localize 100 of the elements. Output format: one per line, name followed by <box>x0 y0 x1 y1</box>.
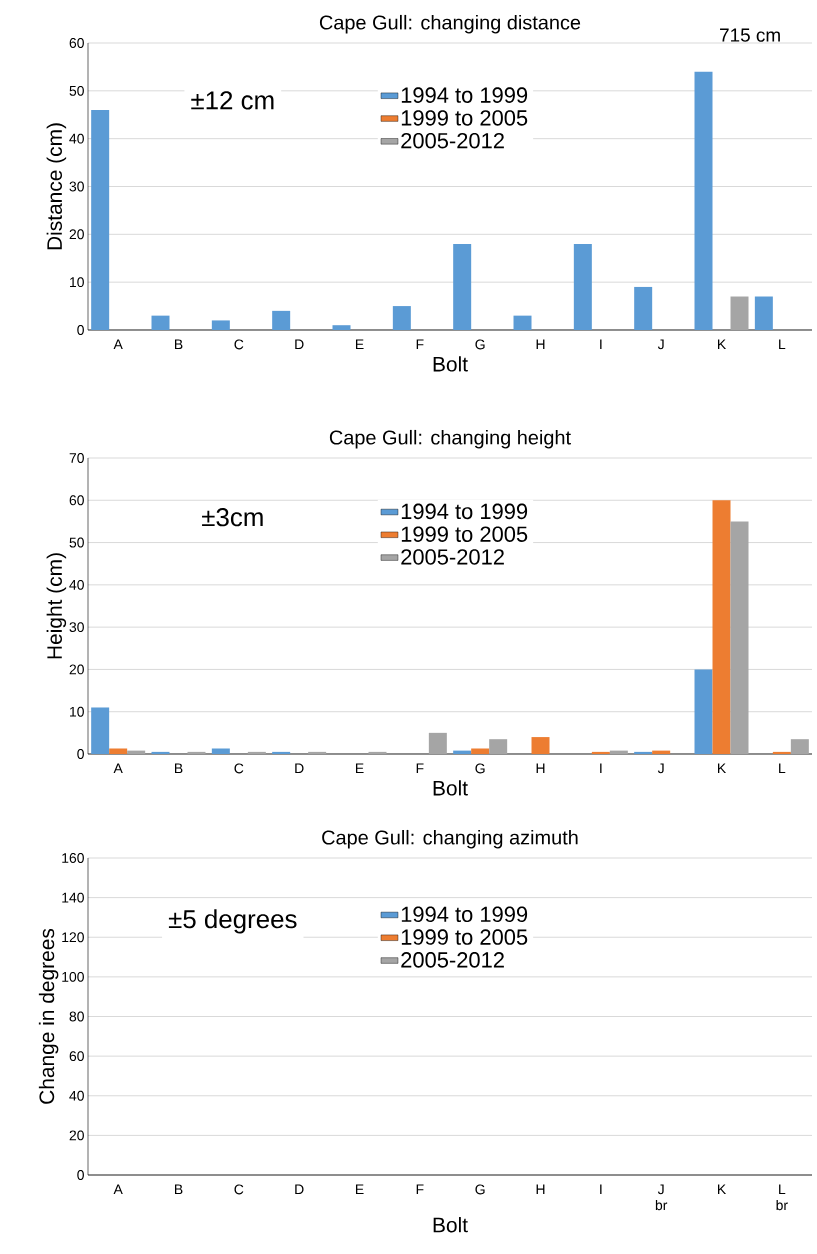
x-tick-label: E <box>355 763 364 774</box>
chart-title: Cape Gull: changing azimuth <box>322 829 578 849</box>
legend-label: 1994 to 1999 <box>401 503 528 520</box>
bar <box>247 751 266 754</box>
y-tick-label: 20 <box>69 229 84 240</box>
x-tick-label: G <box>475 763 485 774</box>
bar <box>187 751 206 754</box>
bar <box>754 296 773 330</box>
bar <box>392 306 411 330</box>
bar <box>634 286 653 330</box>
x-tick-label: L <box>779 339 786 350</box>
y-tick-label: 0 <box>77 749 84 759</box>
y-tick-label: 0 <box>77 1170 84 1180</box>
x-tick-label: J <box>657 763 664 774</box>
bar <box>211 320 230 330</box>
y-tick-label: 0 <box>77 325 84 335</box>
x-tick-label: F <box>416 763 424 774</box>
y-tick-label: 30 <box>69 622 84 633</box>
bar <box>591 751 610 754</box>
x-tick-label: A <box>113 1184 123 1195</box>
y-tick-label: 20 <box>69 664 84 675</box>
x-tick-label: I <box>600 1184 602 1195</box>
x-tick-label: L <box>779 763 786 774</box>
y-tick-label: 50 <box>69 537 84 548</box>
bar <box>634 751 653 754</box>
bar <box>573 243 592 330</box>
annotation: ±3cm <box>202 508 263 527</box>
y-tick-label: 120 <box>62 932 84 943</box>
x-tick-label: C <box>234 763 244 774</box>
x-axis-title: Bolt <box>433 356 468 372</box>
y-tick-label: 70 <box>69 453 84 463</box>
x-axis-title: Bolt <box>433 1217 468 1233</box>
bar <box>730 521 749 754</box>
x-tick-label: F <box>416 1184 424 1195</box>
bar <box>428 732 447 754</box>
bar <box>91 109 110 330</box>
x-tick-label: A <box>113 763 123 774</box>
annotation: ±12 cm <box>191 91 274 110</box>
y-tick-label: 60 <box>69 38 84 48</box>
bar <box>531 737 550 754</box>
x-tick-label: F <box>416 339 424 350</box>
bar <box>272 310 291 330</box>
x-tick-label: K <box>718 339 727 350</box>
bar <box>272 751 291 754</box>
y-tick-label: 40 <box>69 1090 84 1101</box>
bar <box>151 751 170 754</box>
x-tick-label: K <box>718 763 727 774</box>
legend-label: 2005-2012 <box>401 132 504 149</box>
x-tick-label: D <box>295 339 304 350</box>
y-tick-label: 60 <box>69 1051 84 1062</box>
y-tick-label: 100 <box>62 971 84 982</box>
bar <box>332 325 351 330</box>
x-tick-label: E <box>355 339 364 350</box>
x-tick-label: E <box>355 1184 364 1195</box>
bar <box>368 751 387 754</box>
x-tick-label: J br <box>655 1184 668 1211</box>
y-axis-title: Distance (cm) <box>46 123 67 250</box>
bar <box>712 500 731 754</box>
x-tick-label: B <box>174 763 183 774</box>
x-tick-label: B <box>174 1184 183 1195</box>
x-tick-label: B <box>174 339 183 350</box>
y-tick-label: 30 <box>69 181 84 192</box>
legend-label: 2005-2012 <box>401 549 504 565</box>
x-tick-label: H <box>536 763 545 774</box>
y-tick-label: 60 <box>69 495 84 506</box>
bar <box>513 315 532 330</box>
chart-title: Cape Gull: changing height <box>329 429 571 449</box>
x-tick-label: I <box>600 339 602 350</box>
x-tick-label: I <box>600 763 602 774</box>
bar <box>694 71 713 330</box>
bar <box>308 751 327 754</box>
bar <box>489 739 508 754</box>
y-tick-label: 160 <box>62 853 84 863</box>
y-tick-label: 40 <box>69 579 84 590</box>
x-tick-label: G <box>475 1184 485 1195</box>
x-tick-label: A <box>113 339 123 350</box>
y-tick-label: 20 <box>69 1130 84 1141</box>
annotation: ±5 degrees <box>168 909 297 934</box>
legend-label: 1999 to 2005 <box>401 526 528 542</box>
bar <box>151 315 170 330</box>
y-axis-title: Change in degrees <box>38 928 59 1104</box>
bar <box>109 748 128 754</box>
y-tick-label: 80 <box>69 1011 84 1022</box>
x-tick-label: G <box>475 339 485 350</box>
text: 715 cm <box>720 28 780 42</box>
bar <box>453 243 472 330</box>
chart-title: Cape Gull: changing distance <box>319 14 581 34</box>
x-tick-label: L br <box>776 1184 788 1211</box>
y-axis-title: Height (cm) <box>46 553 67 659</box>
bar <box>471 748 490 754</box>
x-tick-label: K <box>718 1184 727 1195</box>
legend-label: 2005-2012 <box>401 952 504 968</box>
legend-label: 1994 to 1999 <box>401 87 528 103</box>
x-tick-label: H <box>536 339 545 350</box>
bar <box>730 296 749 330</box>
bar <box>772 751 791 754</box>
x-tick-label: J <box>657 339 664 350</box>
y-tick-label: 50 <box>69 85 84 96</box>
y-tick-label: 40 <box>69 133 84 144</box>
x-tick-label: C <box>234 1184 244 1195</box>
